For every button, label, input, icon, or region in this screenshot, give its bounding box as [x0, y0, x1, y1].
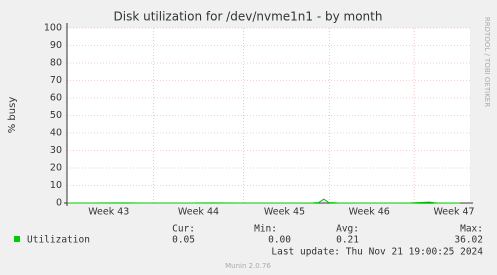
x-tick-label: Week 46	[349, 207, 390, 218]
y-tick-label: 30	[50, 145, 62, 156]
y-tick-label: 60	[50, 93, 62, 104]
legend-entry: Utilization	[27, 235, 90, 246]
y-tick-label: 90	[50, 40, 62, 51]
stat-value: 0.21	[336, 235, 359, 246]
line	[67, 198, 461, 204]
stat-header: Min:	[254, 224, 277, 235]
stat-header: Avg:	[336, 224, 359, 235]
footer: Munin 2.0.76	[225, 262, 271, 270]
y-axis-label: % busy	[7, 97, 18, 134]
x-tick-label: Week 43	[88, 207, 129, 218]
stat-value: 36.02	[454, 235, 483, 246]
x-tick-label: Week 45	[264, 207, 305, 218]
x-tick-label: Week 47	[433, 207, 474, 218]
y-tick-label: 10	[50, 180, 62, 191]
legend-swatch	[14, 236, 20, 242]
chart-title: Disk utilization for /dev/nvme1n1 - by m…	[114, 10, 383, 24]
y-tick-label: 80	[50, 58, 62, 69]
x-tick-label: Week 44	[178, 207, 219, 218]
side-label: RRDTOOL / TOBI OETIKER	[483, 17, 491, 107]
y-tick-label: 20	[50, 163, 62, 174]
y-tick-label: 0	[56, 198, 62, 209]
stat-value: 0.05	[172, 235, 195, 246]
stat-value: 0.00	[268, 235, 291, 246]
last-update: Last update: Thu Nov 21 19:00:25 2024	[271, 247, 483, 258]
y-tick-label: 40	[50, 128, 62, 139]
stat-header: Max:	[460, 224, 483, 235]
stat-header: Cur:	[172, 224, 195, 235]
y-tick-label: 100	[44, 23, 62, 34]
y-tick-label: 70	[50, 75, 62, 86]
y-tick-label: 50	[50, 110, 62, 121]
